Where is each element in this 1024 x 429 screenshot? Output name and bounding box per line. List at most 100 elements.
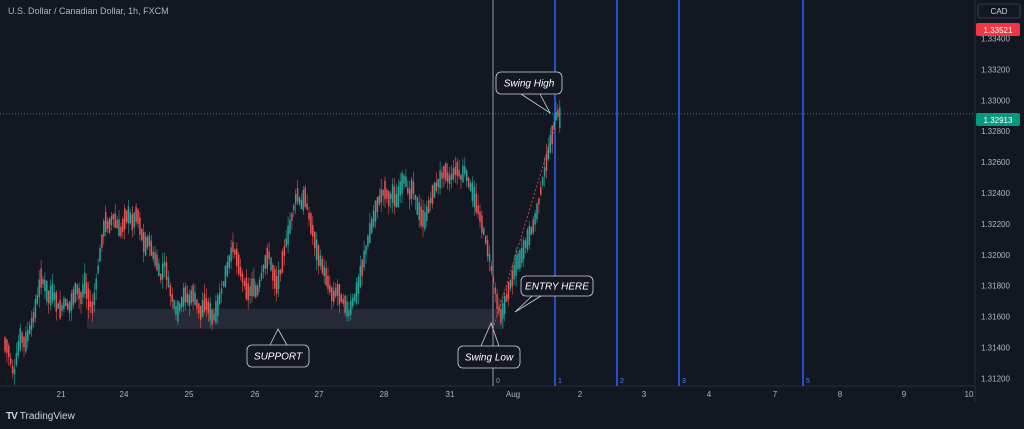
candle-body [293,205,295,211]
swing-low-callout-label: Swing Low [465,353,514,364]
candle-body [304,187,306,207]
candle-body [384,180,386,200]
candle-body [490,266,493,271]
candle-body [359,265,362,288]
swing-high-callout[interactable]: Swing High [495,71,563,115]
candle-body [496,293,498,310]
candle-body [454,166,457,175]
candle-body [448,175,451,185]
candle-body [196,299,198,309]
entry-here-callout-pointer [514,295,542,313]
candle-body [36,295,39,304]
candle-body [502,303,504,319]
candle-body [323,266,325,276]
candle-body [549,134,552,153]
price-badge[interactable] [976,23,1020,36]
candle-body [160,273,162,281]
candle-body [8,345,10,358]
candle-body [148,235,151,247]
candle-body [412,181,415,194]
candle-body [312,224,314,237]
candle-body [6,339,8,353]
candle-body [540,187,542,195]
candle-body [47,291,50,304]
candle-body [410,179,413,199]
candle-body [194,292,196,305]
candle-body [76,284,78,295]
candle-body [513,265,515,280]
candle-body [294,194,297,204]
y-tick-label: 1.33200 [981,65,1010,74]
support-callout-box [246,344,310,368]
support-zone[interactable] [87,308,504,329]
candle-body [30,318,33,330]
candle-body [374,200,377,222]
candle-body [158,263,160,277]
swing-low-callout[interactable]: Swing Low [457,321,521,369]
candle-body [127,206,130,224]
y-tick-label: 1.33400 [981,35,1010,44]
candle-body [139,217,141,235]
candle-body [526,229,529,250]
candle-body [475,193,477,213]
candle-body [99,247,101,262]
candle-body [274,269,276,289]
candle-body [380,189,382,203]
candle-body [443,165,445,179]
candle-body [465,170,468,181]
support-callout[interactable]: SUPPORT [246,328,310,368]
candle-body [173,300,175,309]
candle-body [484,236,487,243]
candle-body [408,188,411,200]
x-tick-label: 26 [251,390,260,399]
candle-body [467,177,470,188]
candle-body [538,198,540,205]
candle-body [500,309,502,324]
candle-body [355,282,358,304]
candle-body [82,284,84,298]
y-tick-label: 1.31600 [981,313,1010,322]
entry-here-callout[interactable]: ENTRY HERE [514,275,594,313]
candle-body [21,332,23,343]
candle-body [49,285,52,306]
x-tick-label: 9 [902,390,907,399]
tradingview-brand: TradingView [19,411,75,422]
candle-body [521,247,523,263]
candle-body [55,292,58,312]
candle-body [46,280,48,302]
candle-body [234,249,236,255]
candle-body [450,173,453,181]
candle-body [209,302,211,322]
candle-body [372,210,375,227]
symbol-title[interactable]: U.S. Dollar / Canadian Dollar, 1h, FXCM [8,6,169,16]
candle-body [353,293,356,301]
candle-body [264,255,267,269]
candle-body [315,239,318,260]
candle-body [249,286,251,297]
candle-body [530,226,533,235]
price-badge[interactable] [976,113,1020,126]
candle-body [129,212,132,224]
candle-body [27,329,29,342]
trend-dashed-line[interactable] [492,126,556,329]
candle-body [382,189,384,196]
candle-body [439,170,441,189]
currency-button[interactable] [977,3,1021,19]
candle-body [78,288,80,300]
candle-body [505,294,508,302]
candle-body [9,358,12,365]
candle-body [120,226,122,237]
candle-body [462,165,464,183]
candle-body [334,287,337,297]
tradingview-logo[interactable]: TV TradingView [6,411,75,422]
candle-body [222,281,225,287]
candle-body [310,213,312,234]
candle-body [456,161,458,176]
candle-body [388,191,390,207]
currency-label: CAD [991,7,1008,16]
candle-body [422,209,424,228]
candle-body [317,245,320,266]
candle-body [331,287,333,302]
candle-body [553,121,555,130]
